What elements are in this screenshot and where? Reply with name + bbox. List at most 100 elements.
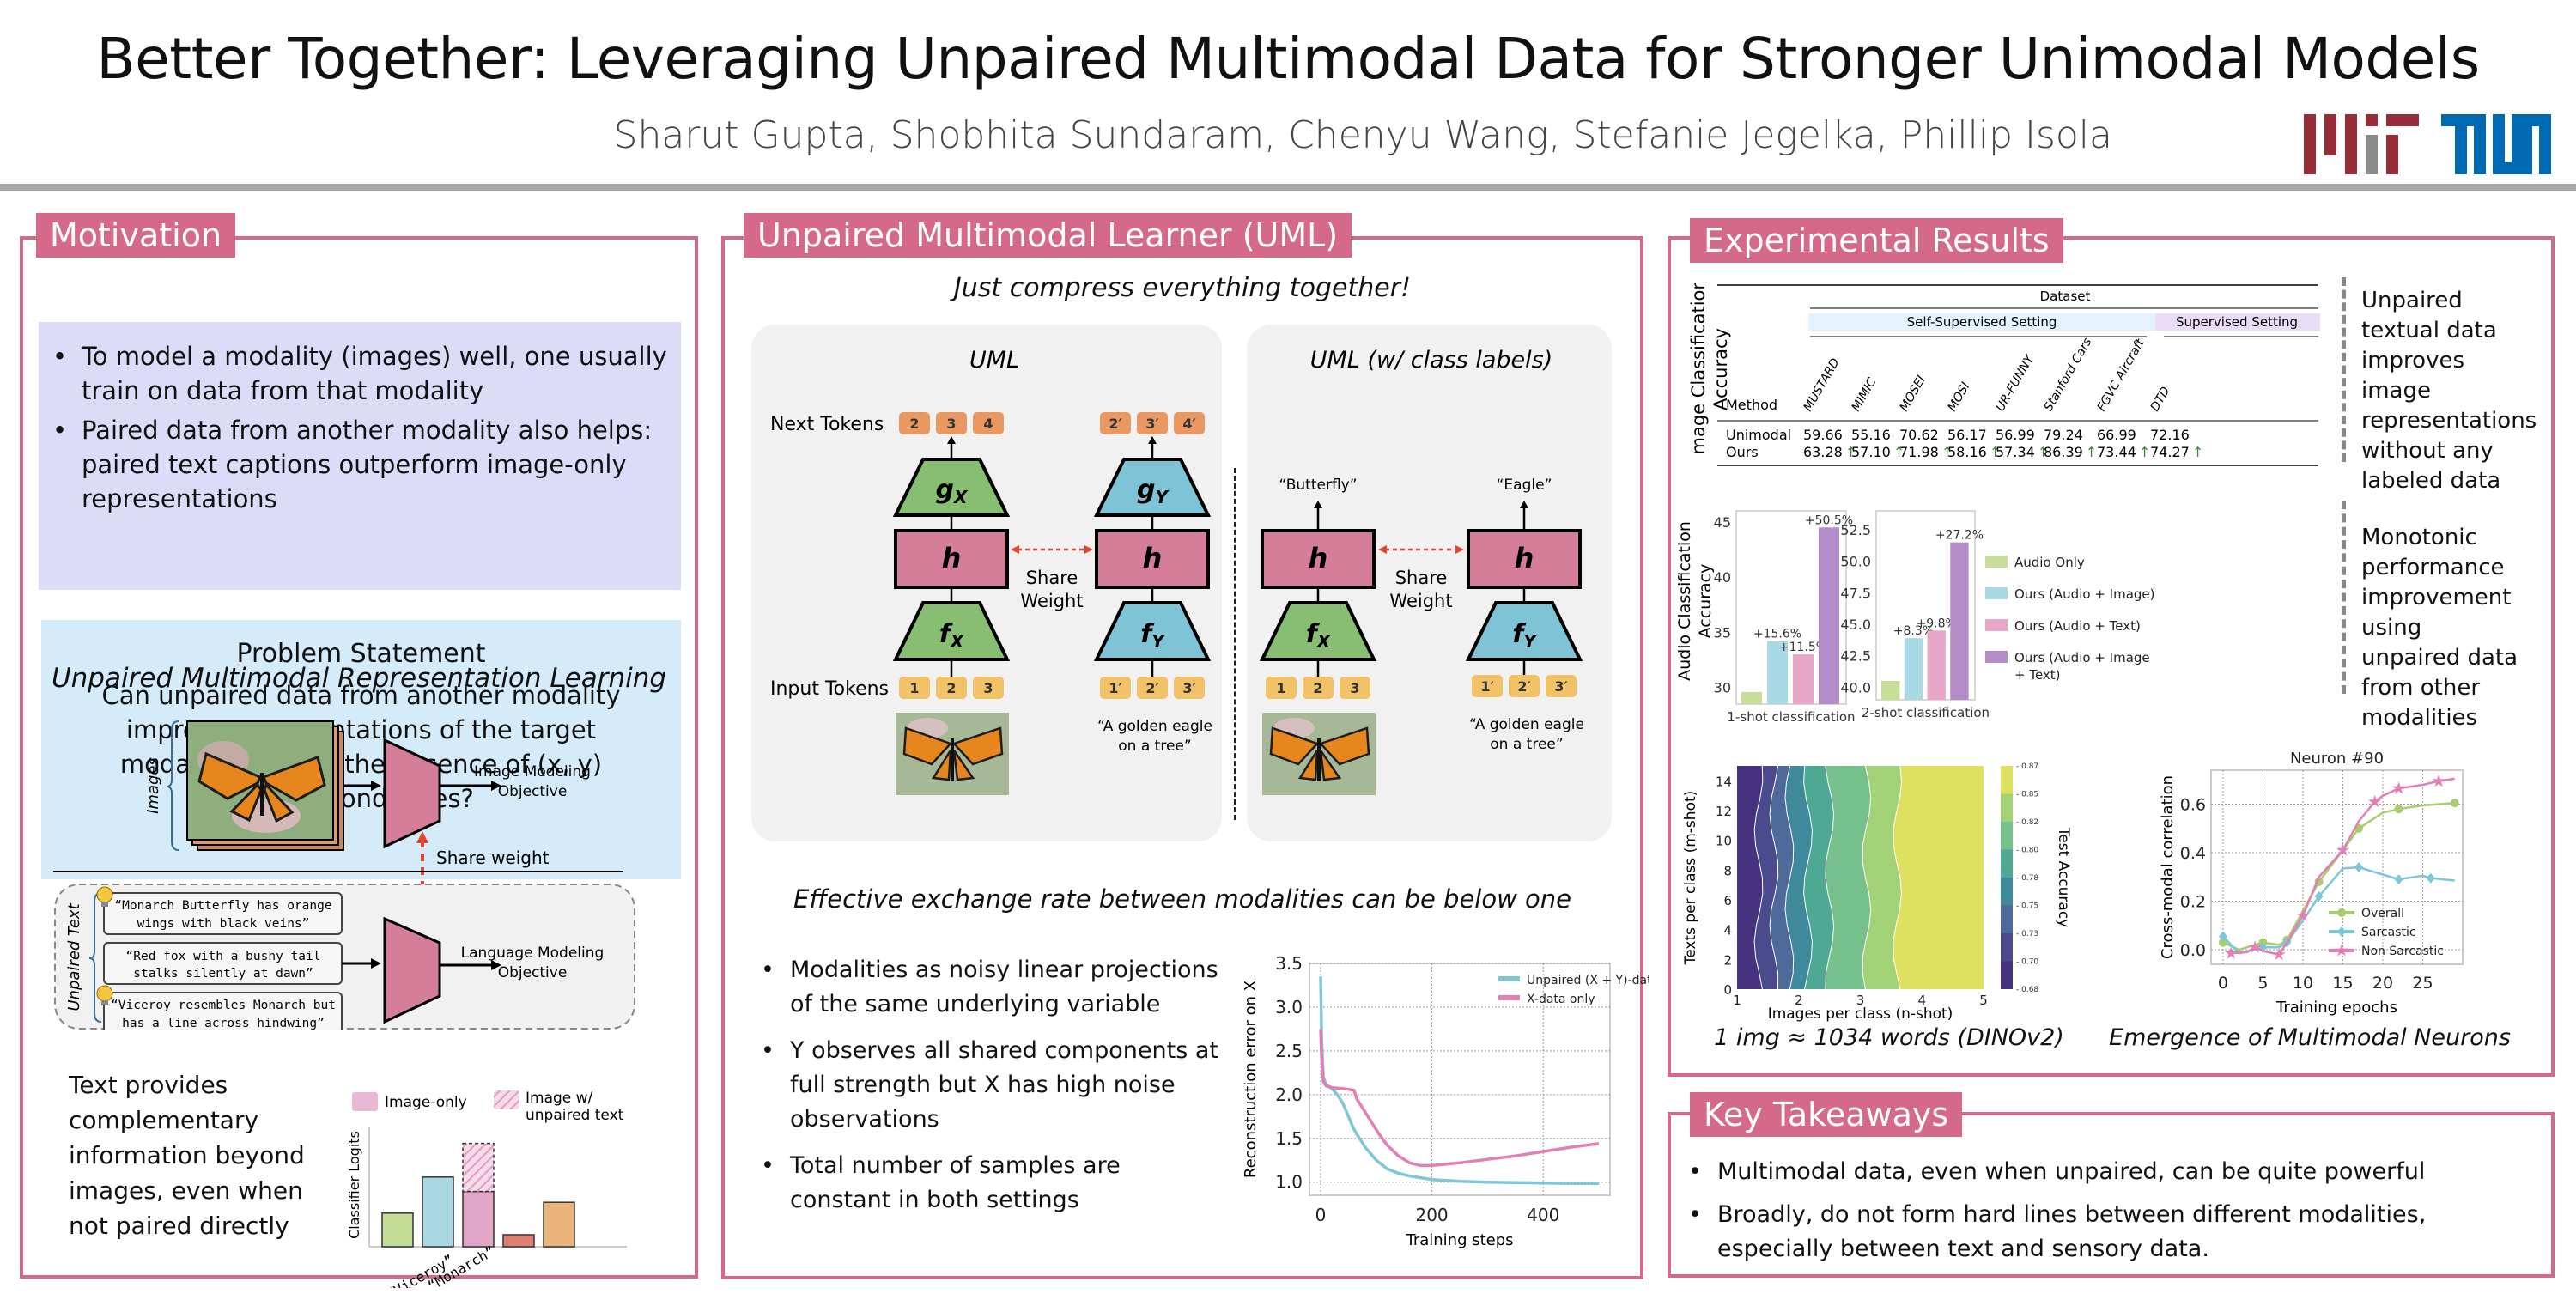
contour-line xyxy=(1803,765,1813,990)
legend-label: Unpaired (X + Y)-data xyxy=(1527,974,1649,987)
legend-image-only: Image-only xyxy=(385,1094,467,1111)
results-table-svg: Dataset Self-Supervised Setting Supervised… xyxy=(1717,284,2320,466)
table-cell: 74.27 ↑ xyxy=(2150,444,2203,460)
caption-line: on a tree” xyxy=(1118,738,1191,755)
contour-line xyxy=(1862,765,1872,990)
svg-text:2: 2 xyxy=(909,416,919,432)
butterfly-image-icon xyxy=(896,713,1009,795)
tum-logo-icon xyxy=(2441,114,2551,174)
g-x-label: gX xyxy=(936,475,969,507)
audio-bar xyxy=(1819,527,1839,704)
data-point xyxy=(2296,908,2310,921)
svg-text:h: h xyxy=(1515,542,1534,574)
legend-swatch xyxy=(1985,587,2008,599)
data-point xyxy=(2432,774,2445,787)
text-sample-box xyxy=(103,892,343,935)
colorbar-tick: - 0.85 xyxy=(2016,791,2038,799)
data-point xyxy=(2248,940,2262,953)
audio-bar-charts-svg: Audio Classification Accuracy 30 35 40 45 +15.… xyxy=(1675,510,2154,725)
table-cell: 59.66 xyxy=(1803,427,1843,443)
neuron-chart: Neuron #90 0.0 0.2 0.4 0.6 0 5 10 15 20 25 Overall S… xyxy=(2104,743,2550,1026)
table-cell: 57.10 ↑ xyxy=(1851,444,1905,460)
y-axis-label: Audio Classification xyxy=(1675,521,1694,681)
y-tick-label: 6 xyxy=(1723,893,1732,908)
note-text-image: Unpaired textual data improves image rep… xyxy=(2361,288,2537,494)
g-y-block xyxy=(1093,458,1212,517)
data-point xyxy=(2335,944,2348,957)
x-tick-label: 2 xyxy=(1795,993,1803,1008)
y-tick-label: 30 xyxy=(1714,680,1731,696)
header-divider xyxy=(0,184,2576,191)
plot-area xyxy=(1309,963,1611,1196)
svg-text:h: h xyxy=(1309,542,1328,574)
legend-label: + Text) xyxy=(2014,667,2061,683)
y-tick-label: 1.0 xyxy=(1275,1172,1303,1193)
colorbar-segment xyxy=(2001,766,2013,794)
table-cell: 56.99 xyxy=(1996,427,2035,443)
colorbar-tick: - 0.68 xyxy=(2016,986,2038,994)
text-sample-line: has a line across hindwing” xyxy=(122,1017,325,1030)
column-header: MOSEI xyxy=(1898,374,1929,414)
contour-line xyxy=(1769,765,1779,990)
takeaways-bullets: Multimodal data, even when unpaired, can… xyxy=(1683,1155,2542,1267)
h-x-label: h xyxy=(942,542,962,574)
text-sample-line: “Viceroy resembles Monarch but xyxy=(111,999,336,1012)
motivation-title: Motivation xyxy=(36,213,236,258)
motivation-panel xyxy=(20,236,698,1279)
caption-line: “A golden eagle xyxy=(1097,718,1212,735)
share-weight-label-1: Share xyxy=(1026,568,1078,588)
share-weight-label-2: Weight xyxy=(1020,591,1083,611)
y-axis-label: Cross-modal correlation xyxy=(2159,775,2177,959)
legend-image-unpaired-1: Image w/ xyxy=(526,1090,593,1107)
results-title: Experimental Results xyxy=(1690,218,2063,263)
svg-text:Accuracy: Accuracy xyxy=(1710,328,1731,410)
h-y-label: h xyxy=(1143,542,1163,574)
f-x-class-block xyxy=(1259,601,1377,661)
svg-text:3: 3 xyxy=(946,416,956,432)
data-point xyxy=(2336,843,2350,856)
complement-line: information beyond xyxy=(69,1141,305,1169)
svg-text:4′: 4′ xyxy=(1182,416,1195,432)
colorbar-segment xyxy=(2001,878,2013,906)
group-header: Self-Supervised Setting xyxy=(1907,314,2057,330)
x-tick-label: 4 xyxy=(1917,993,1926,1008)
legend-label: X-data only xyxy=(1527,993,1595,1006)
column-header: Stanford Cars xyxy=(2042,336,2095,414)
h-x-class-block xyxy=(1261,529,1376,589)
y-tick-label: 40.0 xyxy=(1840,679,1871,696)
takeaway-bullet: Broadly, do not form hard lines between … xyxy=(1683,1198,2542,1267)
bar-label: +27.2% xyxy=(1935,529,1984,543)
y-tick-label: 42.5 xyxy=(1840,648,1871,665)
uml-left-title: UML xyxy=(969,347,1019,374)
colorbar-tick: - 0.87 xyxy=(2016,762,2038,771)
bar-label: +11.5% xyxy=(1779,641,1827,654)
colorbar-segment xyxy=(2001,905,2013,933)
x-tick-label: 1 xyxy=(1733,993,1741,1008)
table-cell: 57.34 ↑ xyxy=(1996,444,2049,460)
table-cell: 66.99 xyxy=(2097,427,2136,443)
complement-line: Text provides xyxy=(69,1071,228,1099)
data-point xyxy=(2272,947,2286,961)
series-line xyxy=(2231,777,2455,957)
logit-bar xyxy=(462,1190,495,1248)
share-weight-label: Share weight xyxy=(436,847,550,868)
svg-text:3: 3 xyxy=(1350,680,1359,696)
table-cell: 73.44 ↑ xyxy=(2097,444,2150,460)
tokens-input-y-class: 1′ 2′ 3′ xyxy=(1472,675,1577,697)
f-y-block xyxy=(1093,601,1212,661)
heatmap-caption: 1 img ≈ 1034 words (DINOv2) xyxy=(1714,1024,2064,1051)
audio-bar xyxy=(1927,630,1946,700)
y-tick-label: 12 xyxy=(1716,804,1732,819)
complement-text: Text provides complementary information … xyxy=(69,1067,305,1243)
y-tick-label: 1.5 xyxy=(1275,1128,1303,1149)
column-header: DTD xyxy=(2148,385,2173,414)
legend-label: Overall xyxy=(2361,907,2404,920)
f-x-block xyxy=(892,601,1011,661)
exchange-rate-bullets: Modalities as noisy linear projections o… xyxy=(756,953,1219,1218)
y-tick-label: 0.6 xyxy=(2180,796,2206,815)
audio-bar xyxy=(1950,542,1969,700)
reconstruction-chart: 1.0 1.5 2.0 2.5 3.0 3.5 0 200 400 Unpaired (X + Y… xyxy=(1236,945,1659,1254)
g-y-label: gY xyxy=(1137,475,1170,507)
mit-logo xyxy=(2304,114,2419,174)
